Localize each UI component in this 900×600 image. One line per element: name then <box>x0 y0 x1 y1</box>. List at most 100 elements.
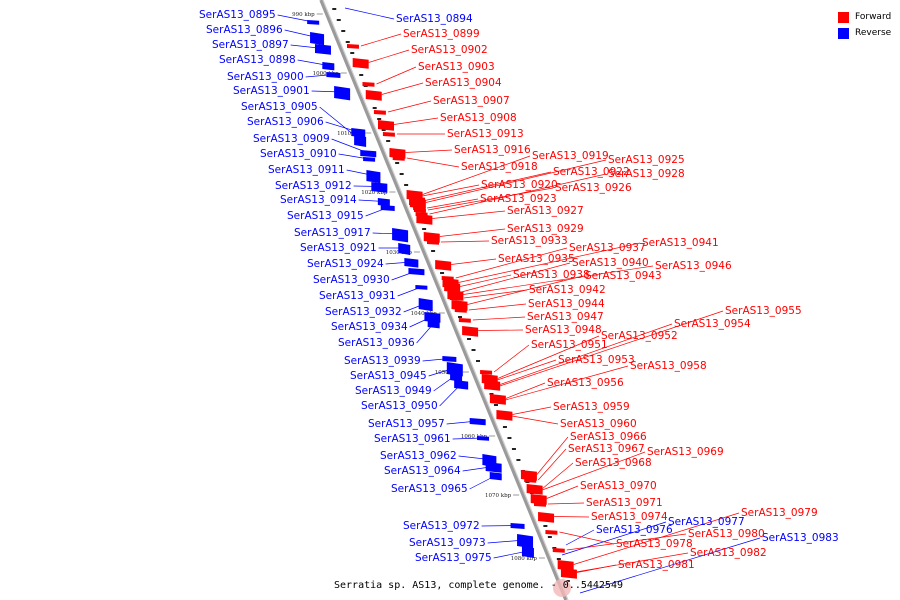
reverse-gene-label[interactable]: SerAS13_0896 <box>206 24 283 36</box>
reverse-gene-label[interactable]: SerAS13_0976 <box>596 524 673 536</box>
reverse-gene-label[interactable]: SerAS13_0910 <box>260 148 337 160</box>
forward-leader-line <box>463 265 654 295</box>
forward-gene-label[interactable]: SerAS13_0916 <box>454 144 531 156</box>
reverse-gene-label[interactable]: SerAS13_0932 <box>325 306 402 318</box>
reverse-gene-label[interactable]: SerAS13_0977 <box>668 516 745 528</box>
forward-gene-label[interactable]: SerAS13_0926 <box>555 182 632 194</box>
forward-leader-line <box>472 316 526 321</box>
forward-gene-label[interactable]: SerAS13_0925 <box>608 154 685 166</box>
forward-gene-label[interactable]: SerAS13_0942 <box>529 284 606 296</box>
forward-gene-block <box>362 82 375 87</box>
reverse-gene-label[interactable]: SerAS13_0909 <box>253 133 330 145</box>
reverse-gene-label[interactable]: SerAS13_0950 <box>361 400 438 412</box>
reverse-gene-label[interactable]: SerAS13_0914 <box>280 194 357 206</box>
reverse-gene-label[interactable]: SerAS13_0964 <box>384 465 461 477</box>
forward-leader-line <box>542 451 646 491</box>
reverse-gene-label[interactable]: SerAS13_0915 <box>287 210 364 222</box>
reverse-gene-label[interactable]: SerAS13_0930 <box>313 274 390 286</box>
reverse-gene-label[interactable]: SerAS13_0939 <box>344 355 421 367</box>
reverse-gene-label[interactable]: SerAS13_0911 <box>268 164 345 176</box>
small-feature-mark <box>502 426 507 428</box>
forward-gene-label[interactable]: SerAS13_0946 <box>655 260 732 272</box>
reverse-gene-label[interactable]: SerAS13_0917 <box>294 227 371 239</box>
reverse-gene-label[interactable]: SerAS13_0949 <box>355 385 432 397</box>
forward-gene-label[interactable]: SerAS13_0907 <box>433 95 510 107</box>
forward-gene-label[interactable]: SerAS13_0948 <box>525 324 602 336</box>
forward-gene-label[interactable]: SerAS13_0935 <box>498 253 575 265</box>
forward-gene-label[interactable]: SerAS13_0968 <box>575 457 652 469</box>
forward-gene-label[interactable]: SerAS13_0971 <box>586 497 663 509</box>
reverse-gene-label[interactable]: SerAS13_0965 <box>391 483 468 495</box>
forward-gene-label[interactable]: SerAS13_0904 <box>425 77 502 89</box>
forward-gene-label[interactable]: SerAS13_0944 <box>528 298 605 310</box>
forward-gene-label[interactable]: SerAS13_0980 <box>688 528 765 540</box>
forward-gene-label[interactable]: SerAS13_0978 <box>616 538 693 550</box>
forward-gene-label[interactable]: SerAS13_0951 <box>531 339 608 351</box>
forward-gene-label[interactable]: SerAS13_0982 <box>690 547 767 559</box>
forward-gene-label[interactable]: SerAS13_0954 <box>674 318 751 330</box>
forward-gene-label[interactable]: SerAS13_0970 <box>580 480 657 492</box>
reverse-gene-label[interactable]: SerAS13_0934 <box>331 321 408 333</box>
forward-gene-label[interactable]: SerAS13_0960 <box>560 418 637 430</box>
forward-gene-label[interactable]: SerAS13_0947 <box>527 311 604 323</box>
forward-gene-label[interactable]: SerAS13_0918 <box>461 161 538 173</box>
reverse-gene-label[interactable]: SerAS13_0931 <box>319 290 396 302</box>
forward-gene-label[interactable]: SerAS13_0955 <box>725 305 802 317</box>
forward-gene-label[interactable]: SerAS13_0922 <box>553 166 630 178</box>
forward-gene-label[interactable]: SerAS13_0953 <box>558 354 635 366</box>
forward-gene-label[interactable]: SerAS13_0981 <box>618 559 695 571</box>
reverse-gene-label[interactable]: SerAS13_0957 <box>368 418 445 430</box>
forward-leader-line <box>500 323 673 385</box>
forward-gene-label[interactable]: SerAS13_0933 <box>491 235 568 247</box>
forward-gene-label[interactable]: SerAS13_0899 <box>403 28 480 40</box>
forward-gene-label[interactable]: SerAS13_0956 <box>547 377 624 389</box>
forward-gene-label[interactable]: SerAS13_0974 <box>591 511 668 523</box>
reverse-gene-label[interactable]: SerAS13_0895 <box>199 9 276 21</box>
reverse-gene-label[interactable]: SerAS13_0972 <box>403 520 480 532</box>
forward-leader-line <box>559 531 615 545</box>
reverse-gene-block <box>380 205 395 211</box>
forward-gene-label[interactable]: SerAS13_0958 <box>630 360 707 372</box>
reverse-gene-label[interactable]: SerAS13_0901 <box>233 85 310 97</box>
small-feature-mark <box>359 74 364 76</box>
forward-gene-label[interactable]: SerAS13_0943 <box>585 270 662 282</box>
reverse-gene-label[interactable]: SerAS13_0894 <box>396 13 473 25</box>
reverse-gene-label[interactable]: SerAS13_0983 <box>762 532 839 544</box>
reverse-gene-label[interactable]: SerAS13_0962 <box>380 450 457 462</box>
reverse-gene-label[interactable]: SerAS13_0900 <box>227 71 304 83</box>
tick-label: 1000 kbp <box>313 71 340 77</box>
forward-gene-label[interactable]: SerAS13_0979 <box>741 507 818 519</box>
reverse-gene-label[interactable]: SerAS13_0945 <box>350 370 427 382</box>
reverse-gene-label[interactable]: SerAS13_0973 <box>409 537 486 549</box>
forward-gene-label[interactable]: SerAS13_0902 <box>411 44 488 56</box>
forward-gene-label[interactable]: SerAS13_0959 <box>553 401 630 413</box>
forward-leader-line <box>478 329 524 331</box>
forward-gene-label[interactable]: SerAS13_0940 <box>572 257 649 269</box>
forward-gene-label[interactable]: SerAS13_0928 <box>608 168 685 180</box>
forward-gene-label[interactable]: SerAS13_0920 <box>481 179 558 191</box>
forward-gene-label[interactable]: SerAS13_0969 <box>647 446 724 458</box>
reverse-gene-label[interactable]: SerAS13_0912 <box>275 180 352 192</box>
reverse-gene-label[interactable]: SerAS13_0905 <box>241 101 318 113</box>
forward-gene-label[interactable]: SerAS13_0919 <box>532 150 609 162</box>
reverse-gene-label[interactable]: SerAS13_0921 <box>300 242 377 254</box>
reverse-gene-label[interactable]: SerAS13_0924 <box>307 258 384 270</box>
reverse-gene-label[interactable]: SerAS13_0897 <box>212 39 289 51</box>
forward-gene-label[interactable]: SerAS13_0966 <box>570 431 647 443</box>
reverse-gene-label[interactable]: SerAS13_0961 <box>374 433 451 445</box>
forward-gene-label[interactable]: SerAS13_0913 <box>447 128 524 140</box>
reverse-gene-label[interactable]: SerAS13_0906 <box>247 116 324 128</box>
forward-gene-label[interactable]: SerAS13_0903 <box>418 61 495 73</box>
forward-gene-label[interactable]: SerAS13_0923 <box>480 193 557 205</box>
forward-gene-label[interactable]: SerAS13_0937 <box>569 242 646 254</box>
forward-gene-label[interactable]: SerAS13_0908 <box>440 112 517 124</box>
forward-gene-label[interactable]: SerAS13_0952 <box>601 330 678 342</box>
forward-gene-label[interactable]: SerAS13_0941 <box>642 237 719 249</box>
reverse-gene-label[interactable]: SerAS13_0975 <box>415 552 492 564</box>
forward-gene-label[interactable]: SerAS13_0929 <box>507 223 584 235</box>
forward-gene-label[interactable]: SerAS13_0927 <box>507 205 584 217</box>
reverse-gene-label[interactable]: SerAS13_0898 <box>219 54 296 66</box>
reverse-gene-label[interactable]: SerAS13_0936 <box>338 337 415 349</box>
forward-gene-label[interactable]: SerAS13_0967 <box>568 443 645 455</box>
forward-gene-label[interactable]: SerAS13_0938 <box>513 269 590 281</box>
